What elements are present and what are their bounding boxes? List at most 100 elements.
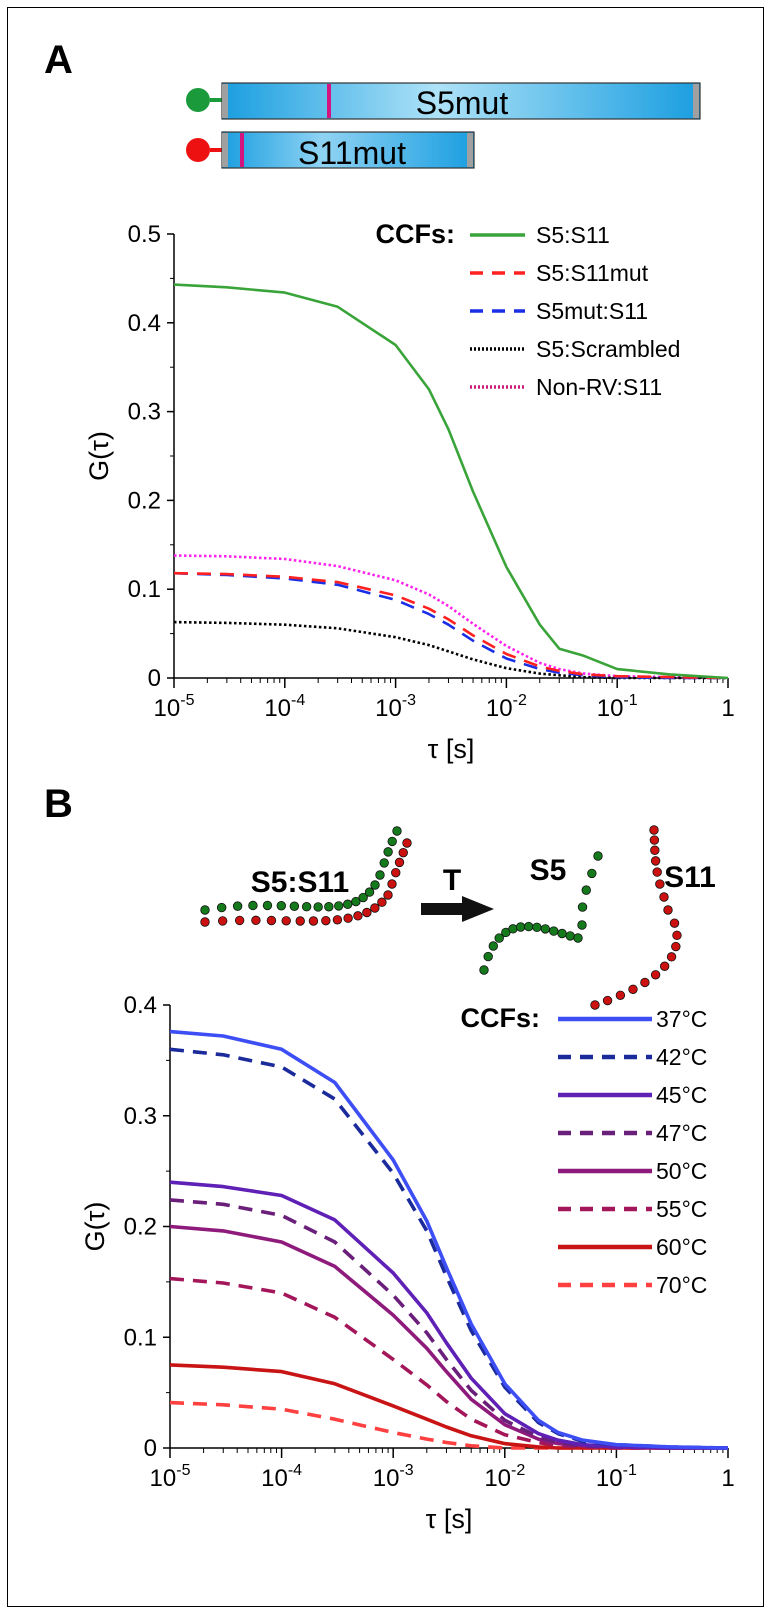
free-s11-dot — [649, 825, 659, 835]
free-s11-dot — [672, 930, 682, 941]
duplex-red-dot — [343, 913, 353, 923]
duplex-green-dot — [200, 905, 210, 915]
free-s5-dot — [483, 951, 493, 962]
free-s11-dot — [590, 1000, 600, 1010]
x-axis-label: τ [s] — [426, 1504, 473, 1534]
duplex-red-dot — [308, 916, 319, 926]
legend-label: S5:Scrambled — [536, 336, 680, 362]
free-s5-dot — [573, 933, 583, 943]
strand-dots — [200, 825, 682, 1010]
series-line-60-c — [169, 1363, 728, 1450]
free-s11-dot — [628, 984, 638, 994]
duplex-green-dot — [351, 896, 361, 907]
free-s11-dot — [655, 879, 665, 889]
figure-frame — [7, 7, 764, 1607]
green-dye-linker — [210, 98, 222, 102]
free-s5-dot — [587, 868, 597, 879]
free-s11-dot — [663, 905, 673, 915]
x-axis-label: τ [s] — [428, 734, 475, 764]
melting-diagram: S5:S11 T S5 S11 — [200, 825, 716, 1010]
chart-a: 0 0.1 0.2 0.3 0.4 0.5 10-5 10-4 10-3 10-2 10-1 1 τ [… — [84, 219, 735, 764]
duplex-green-dot — [313, 902, 323, 912]
duplex-green-dot — [379, 858, 389, 868]
x-tick-label: 10-3 — [373, 1462, 414, 1492]
series-line-50-c — [169, 1224, 728, 1450]
free-s5-dot — [479, 965, 489, 975]
free-s11-dot — [666, 952, 677, 962]
s11mut-bar — [221, 131, 475, 169]
legend-label: S5:S11 — [536, 222, 610, 248]
series-line-70-c — [169, 1400, 728, 1450]
free-s11-dot — [650, 970, 661, 980]
duplex-red-dot — [398, 847, 408, 858]
x-tick-label: 10-5 — [150, 1462, 191, 1492]
red-dye-icon — [186, 138, 210, 162]
free-s5-dot — [508, 924, 518, 934]
series-line-47-c — [169, 1198, 728, 1450]
duplex-green-dot — [248, 900, 258, 911]
series-line-s5-s11 — [173, 283, 729, 680]
x-tick-label: 10-1 — [597, 692, 638, 722]
panel-a-letter: A — [44, 38, 73, 82]
legend-label: 50°C — [656, 1158, 707, 1184]
duplex-red-dot — [217, 916, 228, 926]
free-s5-dot — [581, 885, 591, 895]
free-s5-dot — [577, 920, 587, 930]
duplex-red-dot — [362, 907, 372, 918]
duplex-green-dot — [343, 899, 353, 909]
free-s11-dot — [615, 990, 626, 1001]
series-line-45-c — [169, 1180, 728, 1450]
series-line-s5mut-s11 — [173, 571, 728, 680]
free-s5-dot — [523, 921, 534, 932]
s5mut-label: S5mut — [416, 85, 509, 121]
duplex-red-dot — [321, 915, 331, 926]
free-s11-dot — [659, 961, 670, 971]
temperature-label: T — [443, 864, 461, 897]
y-tick-label: 0.1 — [128, 576, 161, 603]
legend-label: 42°C — [656, 1044, 707, 1070]
x-tick-label: 10-2 — [484, 1462, 525, 1492]
y-axis-label: G(τ) — [84, 431, 114, 481]
duplex-green-dot — [324, 902, 334, 912]
free-s11-dot — [650, 845, 660, 855]
duplex-green-dot — [289, 901, 300, 911]
x-tick-label: 10-4 — [264, 692, 305, 722]
duplex-red-dot — [383, 890, 393, 900]
x-tick-label: 10-3 — [375, 692, 416, 722]
duplex-green-dot — [232, 901, 243, 911]
legend-label: 55°C — [656, 1196, 707, 1222]
duplex-green-dot — [364, 887, 375, 897]
duplex-red-dot — [266, 915, 277, 926]
series-line-non-rv-s11 — [173, 554, 729, 680]
series-line-s5-scrambled — [173, 620, 728, 680]
duplex-red-dot — [391, 867, 401, 878]
duplex-green-dot — [383, 847, 393, 857]
y-tick-label: 0.1 — [124, 1324, 157, 1351]
free-s11-dot — [669, 918, 680, 928]
y-tick-label: 0.3 — [124, 1103, 157, 1130]
s5mut-mutation-mark — [327, 84, 331, 118]
x-tick-label: 1 — [721, 695, 734, 722]
s11mut-bar-cap-right — [467, 133, 473, 167]
s11mut-bar-cap-left — [222, 133, 228, 167]
duplex-red-dot — [370, 903, 380, 913]
free-s5-dot — [540, 924, 551, 934]
duplex-label: S5:S11 — [251, 866, 349, 899]
strand-s11-label: S11 — [664, 861, 716, 894]
strand-s5-label: S5 — [530, 854, 567, 887]
legend-title: CCFs: — [376, 219, 456, 249]
legend-title: CCFs: — [461, 1003, 541, 1033]
x-tick-label: 1 — [721, 1465, 734, 1492]
y-tick-label: 0.4 — [128, 310, 161, 337]
legend-label: Non-RV:S11 — [536, 374, 662, 400]
duplex-green-dot — [358, 892, 368, 903]
series-line-55-c — [169, 1276, 728, 1450]
series-line-s5-s11mut — [173, 571, 729, 680]
free-s11-dot — [652, 867, 662, 877]
free-s11-dot — [602, 995, 613, 1006]
free-s5-dot — [515, 922, 526, 932]
panel-b-letter: B — [44, 782, 73, 826]
duplex-green-dot — [334, 901, 344, 911]
free-s11-dot — [650, 856, 661, 866]
